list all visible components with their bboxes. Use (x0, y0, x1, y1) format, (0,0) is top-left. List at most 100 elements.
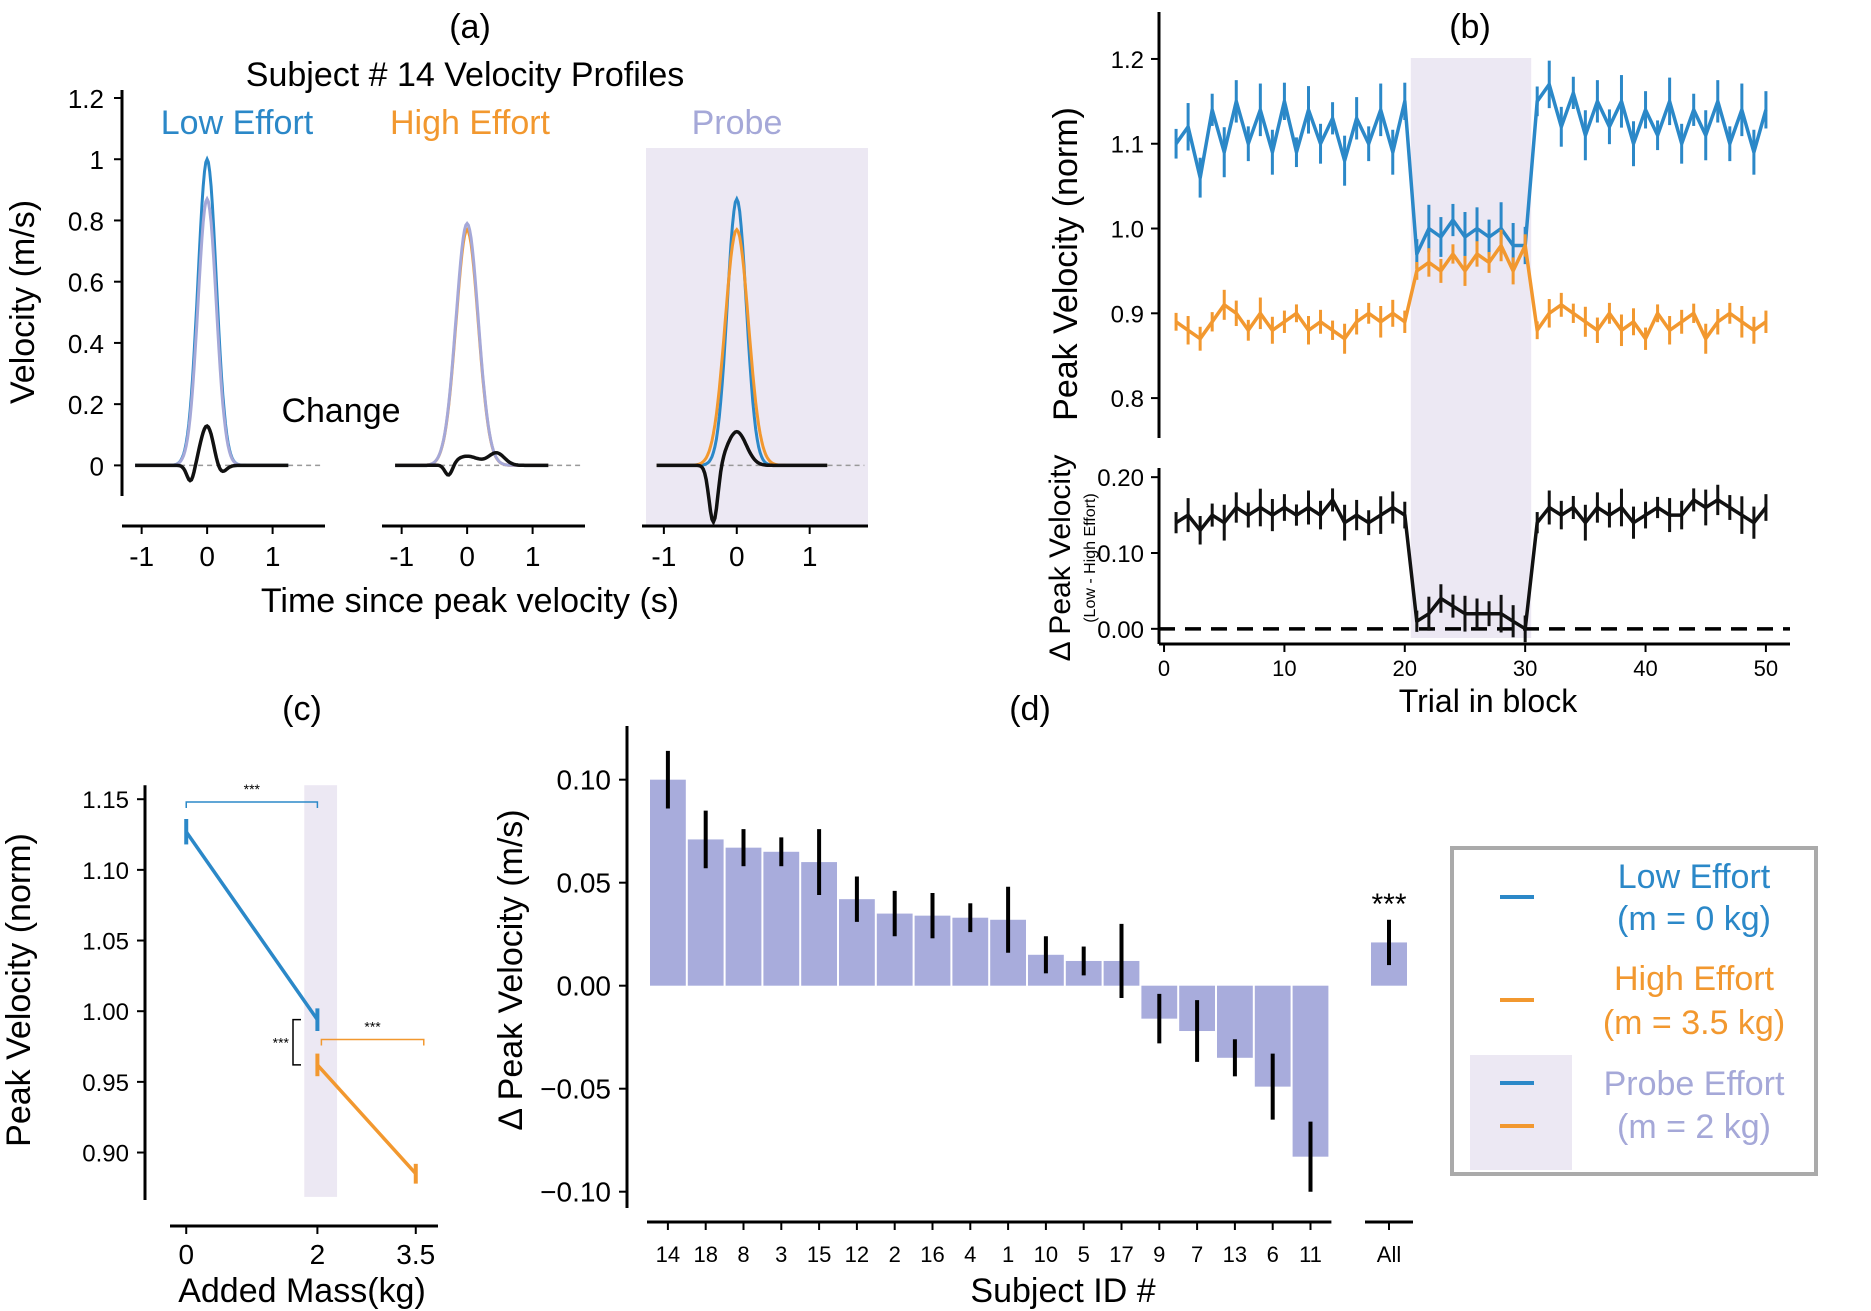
panel-b-top-ytick-label: 1.0 (1111, 217, 1144, 244)
panel-c-ytick-label: 0.90 (82, 1141, 129, 1168)
panel-c-series-line (184, 830, 319, 1021)
panel-c-xtick-label: 2 (310, 1239, 326, 1270)
panel-a-xtick-label: 0 (199, 541, 215, 572)
panel-b-xtick-label: 10 (1272, 656, 1296, 681)
panel-d-axes: −0.10 −0.05 0.00 0.05 0.10 14 18 8 3 15 12 2 16 4 1 10 5… (540, 726, 1413, 1267)
panel-b-bottom-ytick-label: 0.00 (1097, 617, 1144, 644)
panel-d-bar-3 (763, 851, 800, 986)
panel-b-label: (b) (1449, 8, 1491, 46)
panel-d-xtick-label: 13 (1223, 1242, 1247, 1267)
panel-d-ytick-label: −0.05 (540, 1074, 611, 1105)
panel-d-xtick-label: 2 (889, 1242, 901, 1267)
legend-label: High Effort (1614, 960, 1775, 998)
panel-b-ylabel2-main: Δ Peak Velocity (1044, 455, 1077, 662)
panel-b-bottom-ytick-label: 0.10 (1097, 541, 1144, 568)
panel-a-high-label: High Effort (390, 104, 551, 142)
panel-a: (a) Subject # 14 Velocity Profiles Low E… (4, 8, 868, 620)
panel-d-all-label: All (1377, 1242, 1401, 1267)
panel-a-curve-black (135, 423, 289, 483)
panel-a-ytick-label: 0 (90, 451, 104, 481)
panel-a-xtick-label: 1 (265, 541, 281, 572)
legend: Low Effort (m = 0 kg) High Effort (m = 3.5 … (1450, 846, 1818, 1176)
panel-c-significance-bracket (185, 801, 319, 809)
panel-d-ytick-label: 0.00 (557, 971, 612, 1002)
legend-label: Probe Effort (1604, 1065, 1785, 1103)
panel-d-ytick-label: 0.05 (557, 868, 612, 899)
panel-d-ytick-label: −0.10 (540, 1177, 611, 1208)
panel-c-label: (c) (282, 690, 322, 728)
panel-a-xtick-label: 0 (729, 541, 745, 572)
panel-c-significance-label: *** (273, 1034, 290, 1050)
panel-c-ytick-label: 0.95 (82, 1070, 129, 1097)
panel-a-probe-shade (646, 148, 868, 526)
panel-d-xtick-label: 18 (693, 1242, 717, 1267)
panel-c-ytick-label: 1.00 (82, 999, 129, 1026)
panel-c-significance-label: *** (244, 781, 261, 797)
panel-a-low-label: Low Effort (161, 104, 314, 142)
panel-c-ylabel: Peak Velocity (norm) (0, 833, 38, 1147)
panel-d-bar-14 (650, 779, 686, 986)
panel-a-change-label: Change (281, 392, 400, 430)
panel-b-series-line (1175, 243, 1767, 341)
panel-c-series-line (316, 1063, 418, 1175)
panel-a-ytick-label: 1 (90, 145, 104, 175)
panel-c-probe-shade (304, 785, 338, 1197)
panel-b-series-line (1174, 82, 1768, 256)
panel-a-xtick-label: -1 (651, 541, 676, 572)
panel-d-bar-8 (725, 847, 762, 986)
panel-a-curve-black (395, 450, 549, 477)
panel-b-bottom-ytick-label: 0.20 (1097, 465, 1144, 492)
panel-a-probe-label: Probe (692, 104, 783, 142)
panel-d-label: (d) (1009, 690, 1051, 728)
panel-a-ytick-label: 0.4 (68, 329, 104, 359)
panel-c-ytick-label: 1.05 (82, 929, 129, 956)
panel-b-xtick-label: 20 (1393, 656, 1417, 681)
panel-d-xtick-label: 3 (775, 1242, 787, 1267)
panel-d-xtick-label: 12 (845, 1242, 869, 1267)
panel-c-significance-bracket (292, 1018, 301, 1066)
panel-a-curve-black (656, 429, 828, 527)
panel-b-top-ytick-label: 0.8 (1111, 386, 1144, 413)
legend-items: Low Effort (m = 0 kg) High Effort (m = 3.5 … (1500, 858, 1785, 1146)
panel-c-xtick-label: 3.5 (396, 1239, 435, 1270)
panel-a-title: Subject # 14 Velocity Profiles (246, 56, 684, 94)
panel-d-xlabel: Subject ID # (970, 1272, 1155, 1310)
panel-b-top-ytick-label: 1.1 (1111, 132, 1144, 159)
panel-a-ytick-label: 0.6 (68, 268, 104, 298)
legend-label: Low Effort (1618, 858, 1771, 896)
panel-d-xtick-label: 7 (1191, 1242, 1203, 1267)
panel-a-xtick-label: 1 (525, 541, 541, 572)
panel-c-ytick-label: 1.15 (82, 787, 129, 814)
panel-d-xtick-label: 15 (807, 1242, 831, 1267)
panel-a-xtick-label: -1 (129, 541, 154, 572)
panel-b-xtick-label: 40 (1633, 656, 1657, 681)
panel-d: (d) Δ Peak Velocity (m/s) Subject ID # −… (492, 690, 1413, 1310)
panel-d-xtick-label: 9 (1153, 1242, 1165, 1267)
legend-sublabel: (m = 0 kg) (1617, 900, 1771, 938)
panel-b-xtick-label: 0 (1158, 656, 1170, 681)
panel-b-top-ytick-label: 0.9 (1111, 301, 1144, 328)
panel-b-probe-shade (1410, 58, 1532, 638)
panel-c-significance-bracket (320, 1038, 425, 1046)
panel-c-significance-label: *** (364, 1018, 381, 1034)
panel-c-xlabel: Added Mass(kg) (178, 1272, 426, 1310)
panel-a-xtick-label: -1 (389, 541, 414, 572)
legend-sublabel: (m = 2 kg) (1617, 1108, 1771, 1146)
panel-b-xtick-label: 50 (1754, 656, 1778, 681)
panel-d-xtick-label: 14 (656, 1242, 680, 1267)
panel-d-xtick-label: 6 (1267, 1242, 1279, 1267)
panel-b-series-line (1175, 498, 1768, 631)
panel-b-top-ytick-label: 1.2 (1111, 47, 1144, 74)
panel-c-axes: 0.90 0.95 1.00 1.05 1.10 1.15 0 2 3.5 *** *** *** (82, 781, 438, 1270)
panel-d-xtick-label: 5 (1078, 1242, 1090, 1267)
panel-b-xtick-label: 30 (1513, 656, 1537, 681)
panel-a-label: (a) (449, 8, 491, 46)
panel-a-curve-low (135, 155, 289, 467)
panel-d-xtick-label: 4 (964, 1242, 976, 1267)
panel-d-xtick-label: 10 (1034, 1242, 1058, 1267)
panel-c-xtick-label: 0 (178, 1239, 194, 1270)
panel-c-ytick-label: 1.10 (82, 858, 129, 885)
panel-a-ytick-label: 0.8 (68, 206, 104, 236)
panel-a-axes: 0 0.2 0.4 0.6 0.8 1 1.2 -1 0 1 -1 0 1 -1 0 1 (68, 84, 868, 572)
